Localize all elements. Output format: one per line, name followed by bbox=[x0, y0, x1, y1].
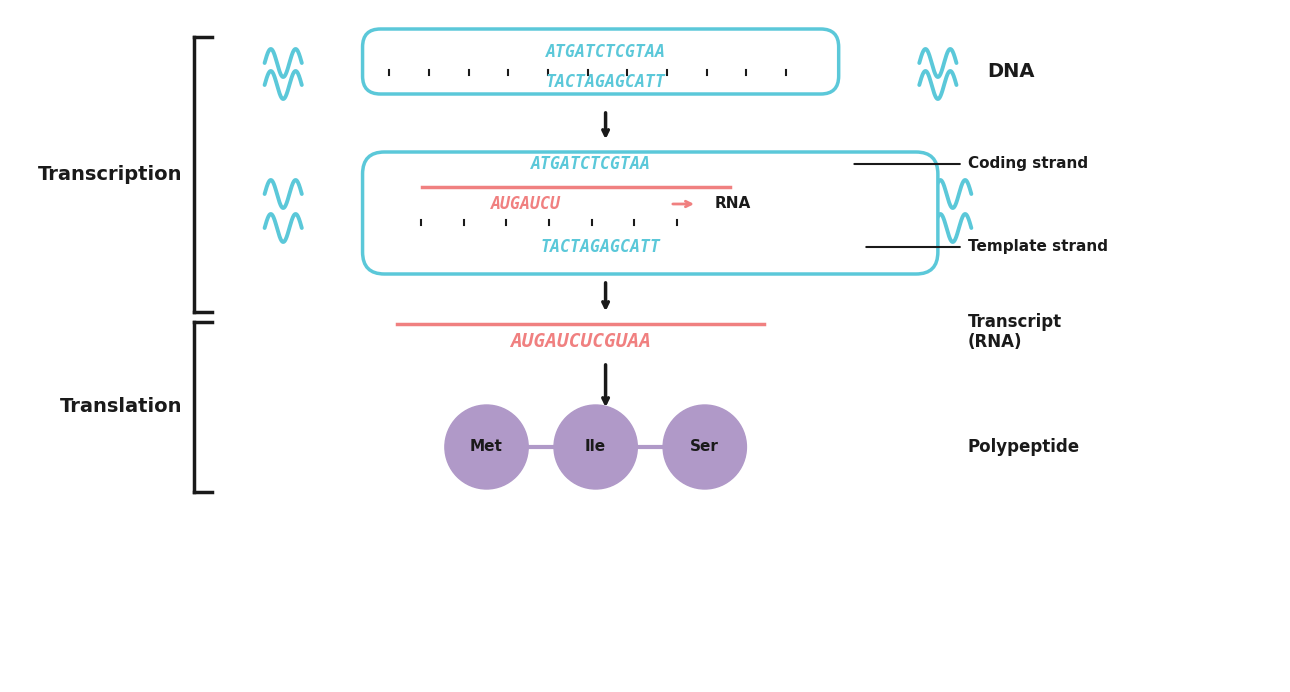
Text: AUGAUCUCGUAA: AUGAUCUCGUAA bbox=[511, 332, 651, 352]
Text: Transcript
(RNA): Transcript (RNA) bbox=[968, 313, 1062, 352]
Text: DNA: DNA bbox=[987, 62, 1035, 82]
FancyBboxPatch shape bbox=[362, 152, 938, 274]
Text: Met: Met bbox=[470, 439, 503, 455]
Text: Template strand: Template strand bbox=[968, 239, 1108, 255]
Text: Ser: Ser bbox=[690, 439, 720, 455]
Text: Polypeptide: Polypeptide bbox=[968, 438, 1080, 456]
FancyBboxPatch shape bbox=[362, 29, 838, 94]
Text: Translation: Translation bbox=[59, 397, 182, 417]
Text: ATGATCTCGTAA: ATGATCTCGTAA bbox=[546, 43, 666, 61]
Circle shape bbox=[663, 405, 747, 489]
Text: Coding strand: Coding strand bbox=[968, 156, 1087, 172]
Text: RNA: RNA bbox=[715, 197, 751, 212]
Text: Ile: Ile bbox=[586, 439, 606, 455]
Text: Transcription: Transcription bbox=[37, 165, 182, 184]
Text: ATGATCTCGTAA: ATGATCTCGTAA bbox=[530, 155, 650, 173]
Circle shape bbox=[445, 405, 528, 489]
Text: TACTAGAGCATT: TACTAGAGCATT bbox=[541, 238, 660, 256]
Text: AUGAUCU: AUGAUCU bbox=[491, 195, 561, 213]
Text: TACTAGAGCATT: TACTAGAGCATT bbox=[546, 73, 666, 91]
Circle shape bbox=[553, 405, 637, 489]
